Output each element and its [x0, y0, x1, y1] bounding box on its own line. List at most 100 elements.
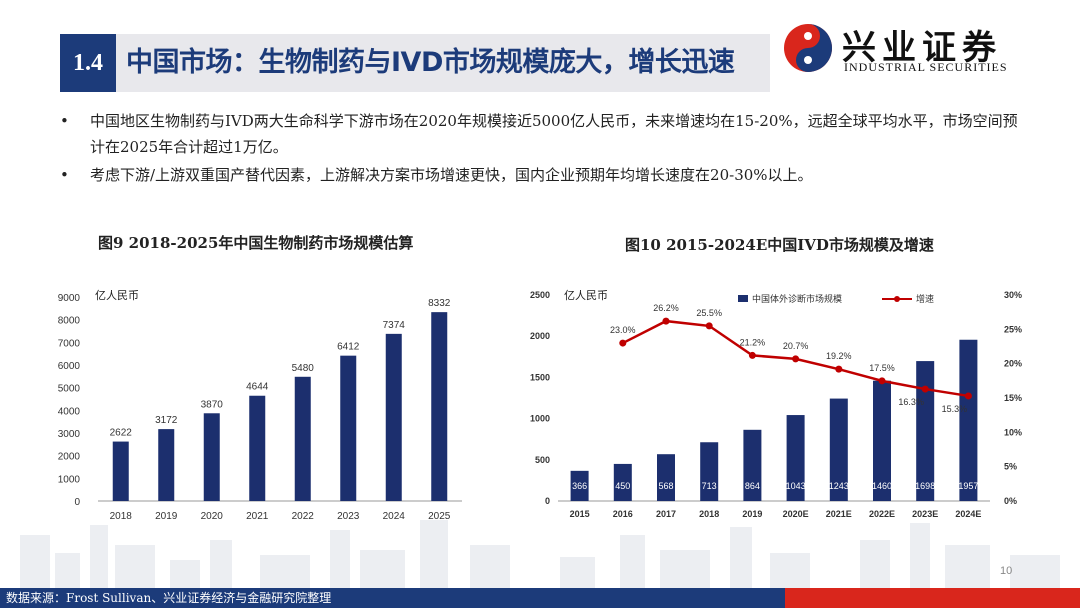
- x-tick-label: 2023: [337, 511, 360, 522]
- city-skyline-decoration: [20, 520, 1060, 588]
- data-label: 8332: [428, 298, 451, 309]
- biopharma-market-chart: 亿人民币 0 1000 2000 3000 4000 5000 6000 7000 8000 90…: [58, 289, 462, 522]
- bullet-dot: •: [60, 166, 69, 184]
- data-label: 7374: [383, 320, 406, 331]
- growth-point: [748, 351, 756, 359]
- logo-name-en: INDUSTRIAL SECURITIES: [844, 60, 1008, 74]
- growth-label: 16.3%: [898, 397, 924, 407]
- y-left-tick-label: 1500: [530, 372, 550, 382]
- x-tick-label: 2024: [383, 511, 406, 522]
- y-right-tick-label: 0%: [1004, 496, 1017, 506]
- data-label: 1460: [872, 481, 892, 491]
- y-tick-label: 9000: [58, 293, 81, 304]
- growth-point: [705, 322, 713, 330]
- header: 1.4 中国市场：生物制药与IVD市场规模庞大，增长迅速 兴业证券 INDUST…: [0, 0, 1080, 100]
- bar: [829, 398, 848, 501]
- bar: [786, 415, 805, 501]
- growth-point: [921, 385, 929, 393]
- bar: [294, 376, 311, 501]
- y-tick-label: 5000: [58, 384, 81, 395]
- x-tick-label: 2023E: [912, 509, 938, 519]
- y-tick-label: 7000: [58, 338, 81, 349]
- bar: [340, 355, 357, 501]
- growth-label: 23.0%: [610, 325, 636, 335]
- y-tick-label: 6000: [58, 361, 81, 372]
- y-tick-label: 3000: [58, 429, 81, 440]
- data-label: 3172: [155, 415, 178, 426]
- growth-point: [878, 377, 886, 385]
- y-right-tick-label: 30%: [1004, 290, 1022, 300]
- data-label: 568: [658, 481, 673, 491]
- title-bar: [60, 34, 770, 92]
- y-left-tick-label: 500: [535, 455, 550, 465]
- legend-bar-swatch: [738, 295, 748, 302]
- growth-point: [792, 355, 800, 363]
- bar: [158, 429, 175, 501]
- bullet-dot: •: [60, 112, 69, 130]
- growth-label: 20.7%: [783, 341, 809, 351]
- x-tick-label: 2018: [699, 509, 719, 519]
- y-right-tick-label: 15%: [1004, 393, 1022, 403]
- logo-name-cn: 兴业证券: [842, 28, 1002, 68]
- ivd-market-chart: 亿人民币 中国体外诊断市场规模 增速 05001000150020002500 …: [530, 289, 1022, 519]
- x-tick-label: 2015: [570, 509, 590, 519]
- data-label: 1043: [786, 481, 806, 491]
- data-label: 3870: [201, 399, 224, 410]
- bar: [431, 312, 448, 501]
- growth-label: 15.3%: [942, 404, 968, 414]
- y-left-tick-label: 2500: [530, 290, 550, 300]
- data-label: 1243: [829, 481, 849, 491]
- y-right-tick-label: 10%: [1004, 427, 1022, 437]
- y-left-tick-label: 0: [545, 496, 550, 506]
- bullet-text: 中国地区生物制药与IVD两大生命科学下游市场在2020年规模接近5000亿人民币…: [90, 112, 1018, 156]
- x-tick-label: 2024E: [955, 509, 981, 519]
- data-label: 1698: [915, 481, 935, 491]
- bar: [743, 429, 762, 501]
- y-tick-label: 8000: [58, 316, 81, 327]
- chart2-title: 图10 2015-2024E中国IVD市场规模及增速: [625, 236, 934, 254]
- x-tick-label: 2018: [110, 511, 133, 522]
- data-label: 864: [745, 481, 760, 491]
- x-tick-label: 2022: [292, 511, 315, 522]
- y-right-tick-label: 20%: [1004, 359, 1022, 369]
- bar: [613, 463, 632, 501]
- chart2-unit-label: 亿人民币: [564, 289, 608, 302]
- x-tick-label: 2020E: [783, 509, 809, 519]
- bar: [873, 380, 891, 501]
- data-label: 5480: [292, 363, 315, 374]
- data-label: 6412: [337, 342, 360, 353]
- data-label: 450: [615, 481, 630, 491]
- growth-label: 21.2%: [740, 337, 766, 347]
- bullet-item: • 考虑下游/上游双重国产替代因素，上游解决方案市场增速更快，国内企业预期年均增…: [60, 162, 1020, 188]
- bar: [249, 395, 266, 501]
- y-tick-label: 2000: [58, 452, 81, 463]
- bar: [385, 333, 402, 501]
- growth-label: 25.5%: [696, 308, 722, 318]
- x-tick-label: 2017: [656, 509, 676, 519]
- section-number: 1.4: [60, 34, 116, 92]
- x-tick-label: 2021: [246, 511, 269, 522]
- bullet-list: • 中国地区生物制药与IVD两大生命科学下游市场在2020年规模接近5000亿人…: [60, 108, 1020, 190]
- bullet-text: 考虑下游/上游双重国产替代因素，上游解决方案市场增速更快，国内企业预期年均增长速…: [90, 166, 813, 184]
- growth-point: [662, 317, 670, 325]
- bar: [570, 470, 589, 501]
- growth-point: [619, 339, 627, 347]
- growth-label: 17.5%: [869, 363, 895, 373]
- data-label: 366: [572, 481, 587, 491]
- company-logo: 兴业证券 INDUSTRIAL SECURITIES: [782, 20, 1072, 80]
- chart1-title: 图9 2018-2025年中国生物制药市场规模估算: [98, 234, 414, 252]
- x-tick-label: 2020: [201, 511, 224, 522]
- bar: [657, 454, 675, 501]
- bar: [700, 442, 719, 501]
- legend-line-label: 增速: [916, 293, 934, 304]
- data-source: 数据来源：Frost Sullivan、兴业证券经济与金融研究院整理: [6, 591, 332, 605]
- legend-bar-label: 中国体外诊断市场规模: [752, 293, 842, 304]
- data-label: 713: [702, 481, 717, 491]
- growth-label: 19.2%: [826, 351, 852, 361]
- growth-point: [835, 365, 843, 373]
- x-tick-label: 2019: [155, 511, 178, 522]
- x-tick-label: 2019: [742, 509, 762, 519]
- x-tick-label: 2016: [613, 509, 633, 519]
- data-label: 1957: [958, 481, 978, 491]
- page-number: 10: [1000, 565, 1013, 577]
